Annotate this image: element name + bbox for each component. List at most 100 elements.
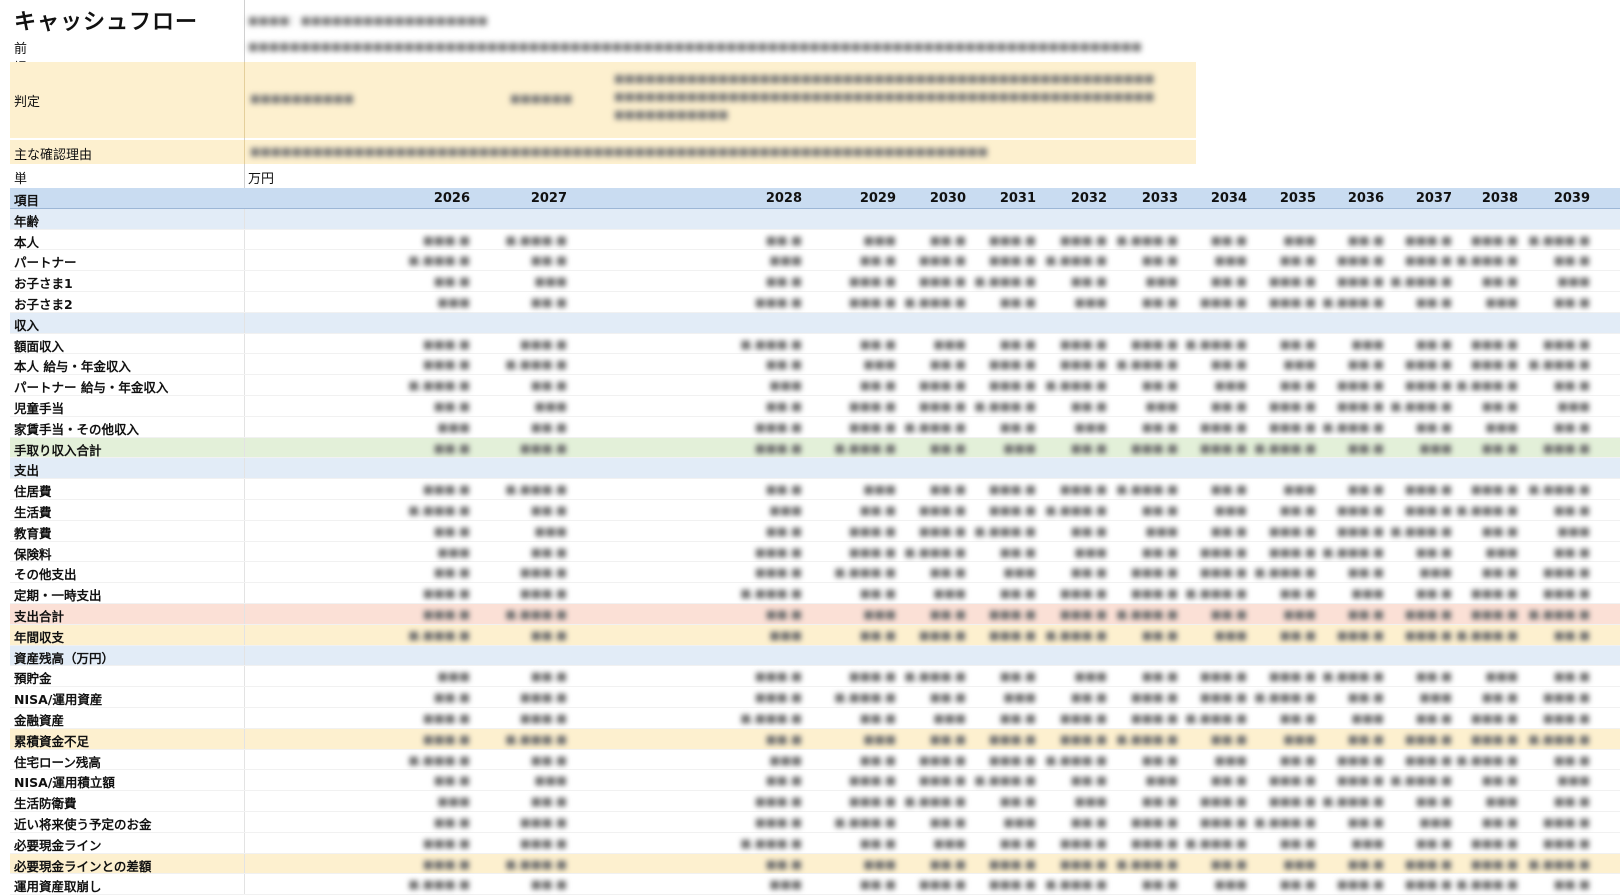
blurred-value-cell: ■■■.■ xyxy=(902,503,966,517)
blurred-value-cell: ■,■■■.■ xyxy=(1043,253,1107,267)
blurred-value-cell: ■■■ xyxy=(1183,378,1247,392)
row-label: 預貯金 xyxy=(14,668,52,687)
blurred-value-cell: ■■■.■ xyxy=(1043,337,1107,351)
blurred-value-cell: ■■■.■ xyxy=(1320,253,1384,267)
row-label: 金融資産 xyxy=(14,710,64,729)
row-label-divider xyxy=(244,209,245,229)
blurred-value-cell: ■■■.■ xyxy=(902,378,966,392)
row-label-divider xyxy=(244,562,245,582)
reasons-label: 主な確認理由 xyxy=(14,144,92,163)
blurred-value-cell: ■■.■ xyxy=(1454,524,1518,538)
blurred-value-cell: ■,■■■.■ xyxy=(1114,233,1178,247)
blurred-value-cell: ■■.■ xyxy=(832,711,896,725)
blurred-value-cell: ■■.■ xyxy=(832,836,896,850)
blurred-value-cell: ■■■.■ xyxy=(1043,482,1107,496)
year-header: 2033 xyxy=(1114,191,1178,206)
judgment-box: 判定 ■■■■■■■■■■ ■■■■■■ ■■■■■■■■■■■■■■■■■■■… xyxy=(10,62,1196,138)
blurred-value-cell: ■■■.■ xyxy=(503,337,567,351)
row-label-divider xyxy=(244,292,245,312)
blurred-value-cell: ■■■ xyxy=(406,669,470,683)
blurred-value-cell: ■■■.■ xyxy=(902,773,966,787)
blurred-value-cell: ■■■.■ xyxy=(1320,773,1384,787)
blurred-value-cell: ■■■.■ xyxy=(1183,441,1247,455)
blurred-value-cell: ■■.■ xyxy=(902,233,966,247)
blurred-value-cell: ■,■■■.■ xyxy=(1320,295,1384,309)
blurred-value-cell: ■■.■ xyxy=(1043,773,1107,787)
blurred-value-cell: ■■■ xyxy=(1526,524,1590,538)
blurred-value-cell: ■■.■ xyxy=(1114,877,1178,891)
row-label: NISA/運用積立額 xyxy=(14,772,115,791)
blurred-value-cell: ■,■■■.■ xyxy=(406,877,470,891)
blurred-value-cell: ■■.■ xyxy=(832,628,896,642)
blurred-value-cell: ■■■.■ xyxy=(406,482,470,496)
blurred-value-cell: ■,■■■.■ xyxy=(832,441,896,455)
row-label-divider xyxy=(244,313,245,333)
blurred-value-cell: ■■.■ xyxy=(406,399,470,413)
blurred-value-cell: ■■■.■ xyxy=(902,753,966,767)
blurred-value-cell: ■■■.■ xyxy=(1043,836,1107,850)
row-label: 運用資産取崩し xyxy=(14,876,102,895)
blurred-value-cell: ■■■.■ xyxy=(832,274,896,288)
table-row: 保険料 ■■■ ■■.■ ■■■.■ ■■■.■ ■,■■■.■ ■■.■ ■■■ ■■.■ ■■… xyxy=(10,542,1620,563)
blurred-value-cell: ■,■■■.■ xyxy=(1454,503,1518,517)
blurred-value-cell: ■■■.■ xyxy=(832,295,896,309)
reasons-box: 主な確認理由 ■■■■■■■■■■■■■■■■■■■■■■■■■■■■■■■■■… xyxy=(10,140,1196,164)
judgment-blurred-5: ■■■■■■■■■■■ xyxy=(614,108,728,121)
blurred-value-cell: ■■■.■ xyxy=(1114,441,1178,455)
blurred-value-cell: ■■■.■ xyxy=(503,441,567,455)
blurred-value-cell: ■,■■■.■ xyxy=(1526,482,1590,496)
blurred-value-cell: ■■■ xyxy=(1183,628,1247,642)
blurred-value-cell: ■,■■■.■ xyxy=(1183,836,1247,850)
blurred-value-cell: ■,■■■.■ xyxy=(1183,586,1247,600)
section-row: 収入 xyxy=(10,313,1620,334)
row-label-divider xyxy=(244,230,245,250)
blurred-value-cell: ■■.■ xyxy=(1388,794,1452,808)
judgment-label: 判定 xyxy=(14,91,40,110)
blurred-value-cell: ■■■.■ xyxy=(1252,773,1316,787)
blurred-value-cell: ■■.■ xyxy=(738,233,802,247)
blurred-value-cell: ■■.■ xyxy=(738,732,802,746)
blurred-value-cell: ■■.■ xyxy=(832,378,896,392)
section-row: 年齢 xyxy=(10,209,1620,230)
blurred-value-cell: ■■■.■ xyxy=(1526,337,1590,351)
judgment-blurred-3: ■■■■■■■■■■■■■■■■■■■■■■■■■■■■■■■■■■■■■■■■… xyxy=(614,72,1154,85)
blurred-value-cell: ■,■■■.■ xyxy=(1526,857,1590,871)
blurred-value-cell: ■■■ xyxy=(1388,565,1452,579)
page-title: キャッシュフロー xyxy=(14,4,198,36)
blurred-value-cell: ■,■■■.■ xyxy=(503,482,567,496)
table-row: 累積資金不足 ■■■.■ ■,■■■.■ ■■.■ ■■■ ■■.■ ■■■.■ ■■■.■ ■… xyxy=(10,729,1620,750)
blurred-value-cell: ■■.■ xyxy=(1526,378,1590,392)
blurred-value-cell: ■■■ xyxy=(503,274,567,288)
judgment-divider xyxy=(244,62,245,138)
blurred-value-cell: ■■■.■ xyxy=(1454,836,1518,850)
blurred-value-cell: ■■■.■ xyxy=(1252,524,1316,538)
blurred-value-cell: ■■■ xyxy=(1454,545,1518,559)
blurred-value-cell: ■■■ xyxy=(1183,877,1247,891)
blurred-value-cell: ■,■■■.■ xyxy=(406,253,470,267)
table-row: お子さま1 ■■.■ ■■■ ■■.■ ■■■.■ ■■■.■ ■,■■■.■ ■■.■ ■■■… xyxy=(10,271,1620,292)
blurred-value-cell: ■■■ xyxy=(1252,233,1316,247)
blurred-value-cell: ■,■■■.■ xyxy=(503,233,567,247)
table-row: お子さま2 ■■■ ■■.■ ■■■.■ ■■■.■ ■,■■■.■ ■■.■ ■■■ ■■.■… xyxy=(10,292,1620,313)
blurred-value-cell: ■■.■ xyxy=(406,815,470,829)
year-header: 2036 xyxy=(1320,191,1384,206)
blurred-value-cell: ■■■.■ xyxy=(1526,565,1590,579)
row-label: 必要現金ラインとの差額 xyxy=(14,856,151,875)
table-row: 定期・一時支出 ■■■.■ ■■■.■ ■,■■■.■ ■■.■ ■■■ ■■.■ ■■■.■… xyxy=(10,583,1620,604)
section-row: 支出 xyxy=(10,458,1620,479)
blurred-value-cell: ■■■.■ xyxy=(1388,482,1452,496)
blurred-value-cell: ■■.■ xyxy=(902,690,966,704)
blurred-value-cell: ■,■■■.■ xyxy=(1043,628,1107,642)
blurred-value-cell: ■■.■ xyxy=(972,669,1036,683)
row-label-divider xyxy=(244,687,245,707)
blurred-value-cell: ■■.■ xyxy=(406,773,470,787)
blurred-value-cell: ■■.■ xyxy=(1252,586,1316,600)
blurred-value-cell: ■■.■ xyxy=(1388,586,1452,600)
blurred-value-cell: ■■.■ xyxy=(902,482,966,496)
blurred-value-cell: ■■■ xyxy=(972,565,1036,579)
blurred-value-cell: ■■.■ xyxy=(1183,482,1247,496)
row-label: 支出合計 xyxy=(14,606,64,625)
blurred-value-cell: ■■■ xyxy=(1320,711,1384,725)
blurred-value-cell: ■■■.■ xyxy=(902,399,966,413)
blurred-value-cell: ■■.■ xyxy=(738,274,802,288)
